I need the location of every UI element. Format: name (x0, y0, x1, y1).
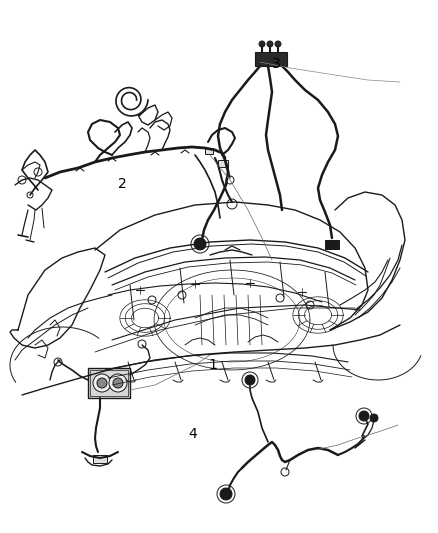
Text: 2: 2 (118, 177, 127, 191)
Circle shape (194, 238, 206, 250)
Bar (218, 160, 228, 167)
Bar (205, 148, 213, 154)
Circle shape (93, 374, 111, 392)
Circle shape (227, 199, 237, 209)
Circle shape (18, 176, 26, 184)
Circle shape (370, 414, 378, 422)
Circle shape (220, 488, 232, 500)
Circle shape (267, 41, 273, 47)
Circle shape (276, 294, 284, 302)
Circle shape (113, 378, 123, 388)
Circle shape (109, 374, 127, 392)
Text: 3: 3 (272, 57, 280, 71)
Circle shape (259, 41, 265, 47)
Text: 1: 1 (208, 358, 217, 372)
Circle shape (148, 296, 156, 304)
Circle shape (306, 301, 314, 309)
Bar (255, 52, 287, 66)
Circle shape (138, 340, 146, 348)
Circle shape (27, 192, 33, 198)
Circle shape (34, 168, 42, 176)
Bar (90, 370, 128, 396)
Circle shape (97, 378, 107, 388)
Bar (88, 368, 130, 398)
Bar (325, 240, 339, 249)
Circle shape (54, 358, 62, 366)
Text: 4: 4 (188, 427, 197, 441)
Circle shape (245, 375, 255, 385)
Bar (93, 455, 107, 463)
Circle shape (275, 41, 281, 47)
Circle shape (359, 411, 369, 421)
Circle shape (178, 291, 186, 299)
